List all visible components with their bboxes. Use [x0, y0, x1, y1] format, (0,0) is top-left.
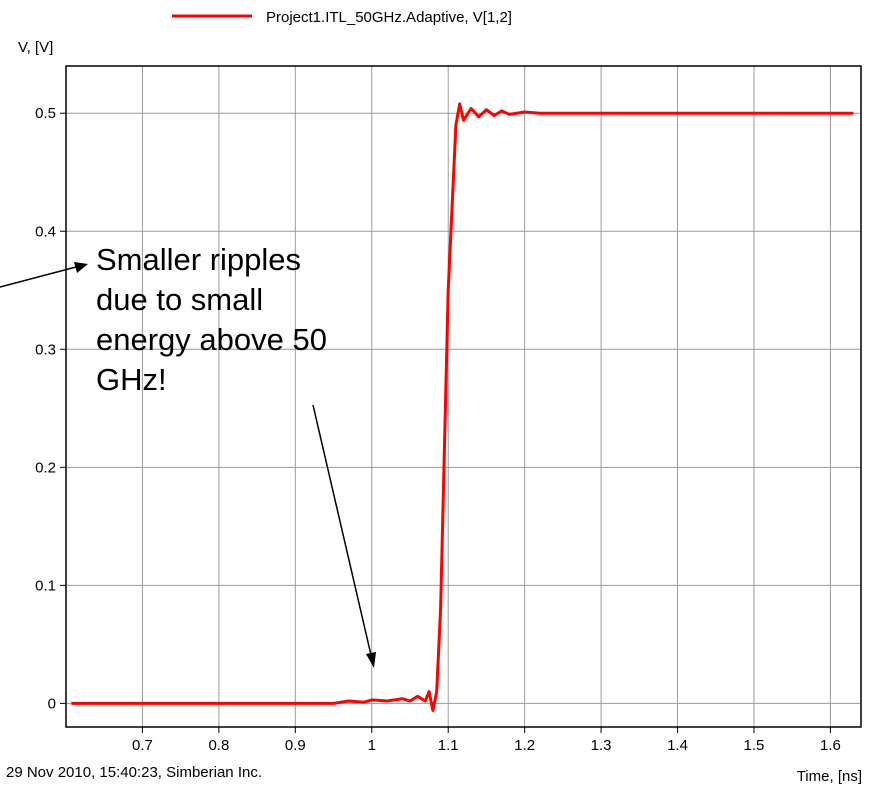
annotation-line: due to small	[96, 282, 264, 317]
x-tick-label: 1.5	[744, 737, 765, 754]
y-tick-label: 0.5	[35, 105, 56, 122]
x-tick-label: 1	[368, 737, 376, 754]
annotation-line: GHz!	[96, 362, 167, 397]
footer-timestamp: 29 Nov 2010, 15:40:23, Simberian Inc.	[6, 764, 262, 781]
plot-frame	[65, 65, 862, 728]
arrow-down-line	[312, 404, 372, 656]
y-tick-label: 0.1	[35, 577, 56, 594]
annotation-line: Smaller ripples	[96, 242, 302, 277]
y-tick-label: 0.4	[35, 223, 56, 240]
y-axis-label: V, [V]	[18, 39, 53, 56]
x-tick-label: 1.3	[591, 737, 612, 754]
x-tick-label: 0.8	[208, 737, 229, 754]
series-group	[71, 102, 854, 712]
y-tick-label: 0	[48, 695, 56, 712]
annotation-line: energy above 50	[96, 322, 327, 357]
annotation-text: Smaller ripples due to small energy abov…	[96, 240, 426, 400]
x-tick-label: 1.4	[667, 737, 688, 754]
x-axis-ticks: 0.7 0.8 0.9 1 1.1 1.2 1.3 1.4 1.5 1.6	[132, 727, 841, 754]
annotation-arrows	[0, 262, 376, 668]
x-tick-label: 1.6	[820, 737, 841, 754]
x-axis-label: Time, [ns]	[797, 768, 862, 785]
arrow-down-head	[366, 652, 376, 668]
x-tick-label: 0.9	[285, 737, 306, 754]
y-axis-ticks: 0 0.1 0.2 0.3 0.4 0.5	[35, 105, 66, 712]
y-tick-label: 0.3	[35, 341, 56, 358]
y-tick-label: 0.2	[35, 459, 56, 476]
series-line	[71, 102, 854, 712]
x-tick-label: 0.7	[132, 737, 153, 754]
x-tick-label: 1.1	[438, 737, 459, 754]
arrow-left-line	[0, 266, 77, 288]
legend-label: Project1.ITL_50GHz.Adaptive, V[1,2]	[266, 9, 512, 26]
x-tick-label: 1.2	[514, 737, 535, 754]
arrow-left-head	[74, 262, 88, 273]
